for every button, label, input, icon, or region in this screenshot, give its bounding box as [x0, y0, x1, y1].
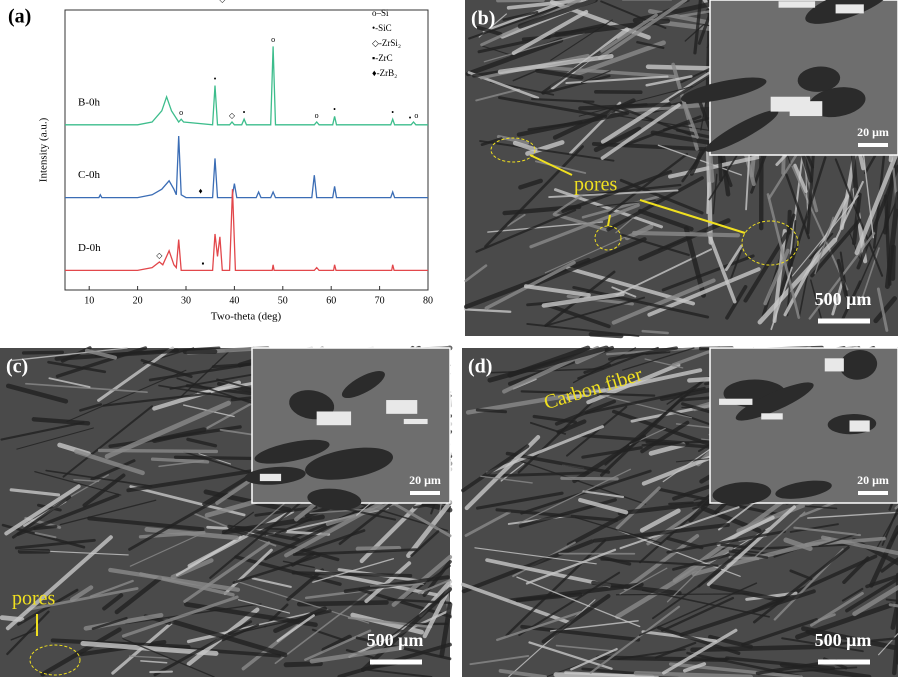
panel-label: (c): [6, 356, 28, 378]
peak-marker: •: [333, 105, 336, 114]
peak-marker: •: [243, 108, 246, 117]
sem-image: 20 μm (b) 500 μm pores: [465, 0, 898, 336]
peak-marker: o: [179, 108, 183, 117]
inset-phase: [404, 419, 428, 424]
sem-texture: [358, 548, 399, 549]
inset-phase: [719, 399, 752, 405]
inset-scale-label: 20 μm: [857, 125, 889, 139]
panel-label: (a): [8, 6, 31, 28]
sem-texture: [286, 664, 320, 665]
inset-phase: [850, 420, 870, 431]
x-tick-label: 50: [278, 295, 288, 306]
x-tick-label: 10: [84, 295, 94, 306]
peak-marker: o: [271, 35, 275, 44]
xrd-line: [65, 189, 428, 270]
inset-phase: [771, 97, 810, 112]
inset-scale-label: 20 μm: [857, 473, 889, 487]
x-tick-label: 20: [133, 295, 143, 306]
series-label: D-0h: [78, 242, 101, 254]
peak-marker: ◇: [219, 0, 226, 4]
sem-texture: [707, 183, 708, 213]
sem-texture: [887, 600, 898, 601]
inset-phase: [317, 411, 351, 425]
x-tick-label: 70: [375, 295, 385, 306]
peak-marker: ▪: [202, 259, 205, 268]
peak-marker: ◇: [156, 251, 163, 260]
series-label: C-0h: [78, 169, 101, 181]
scale-label: 500 μm: [815, 630, 872, 650]
legend-entry: ▪-ZrC: [372, 53, 393, 63]
sem-texture: [634, 233, 738, 235]
sem-texture: [477, 410, 505, 412]
sem-texture: [890, 605, 898, 606]
sem-texture: [562, 478, 617, 479]
sem-texture: [299, 602, 386, 604]
annotation: pores: [574, 174, 618, 196]
legend-entry: o–Si: [372, 8, 389, 18]
sem-texture: [498, 0, 543, 1]
x-tick-label: 80: [423, 295, 433, 306]
peak-marker: •: [409, 114, 412, 123]
sem-texture: [693, 647, 828, 650]
x-tick-label: 30: [181, 295, 191, 306]
xrd-line: [65, 136, 428, 198]
sem-image: 20 μm (c) 500 μm pores: [0, 348, 450, 677]
sem-image: 20 μm(d)500 μmCarbon fiber: [462, 347, 898, 677]
peak-marker: o: [414, 111, 418, 120]
x-tick-label: 40: [229, 295, 239, 306]
plot-frame: [65, 10, 428, 290]
peak-marker: •: [214, 74, 217, 83]
peak-marker: ♦: [198, 186, 202, 195]
scale-label: 500 μm: [367, 630, 424, 650]
annotation: pores: [12, 588, 56, 610]
inset-phase: [260, 474, 281, 481]
x-tick-label: 60: [326, 295, 336, 306]
legend-entry: •-SiC: [372, 23, 392, 33]
sem-texture: [24, 352, 63, 353]
scale-label: 500 μm: [815, 289, 872, 309]
panel-label: (d): [468, 356, 492, 378]
sem-texture: [893, 247, 894, 279]
peak-marker: •: [391, 108, 394, 117]
inset-phase: [779, 1, 816, 7]
inset-phase: [761, 413, 783, 419]
series-label: B-0h: [78, 96, 101, 108]
legend-entry: ♦-ZrB₂: [372, 68, 397, 78]
peak-marker: ◇: [229, 111, 236, 120]
inset-phase: [825, 358, 844, 371]
inset-phase: [386, 400, 417, 414]
inset-phase: [836, 4, 864, 13]
panel-label: (b): [471, 8, 495, 30]
inset-scale-label: 20 μm: [409, 473, 441, 487]
sem-texture: [789, 212, 790, 233]
peak-marker: o: [315, 111, 319, 120]
legend-entry: ◇-ZrSi₂: [372, 38, 401, 48]
x-axis-label: Two-theta (deg): [211, 311, 282, 323]
figure: (a) Two-theta (deg) Intensity (a.u.) 10 2…: [0, 0, 898, 677]
y-axis-label: Intensity (a.u.): [38, 117, 50, 182]
